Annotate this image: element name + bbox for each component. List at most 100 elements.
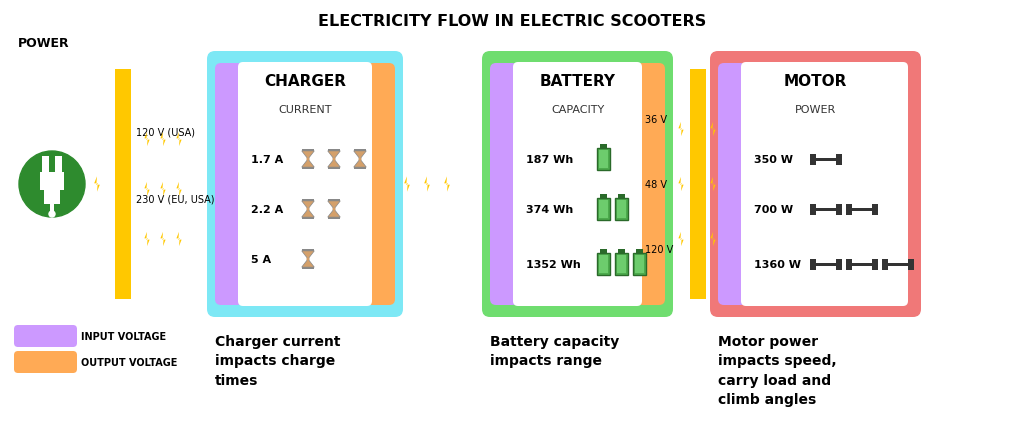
FancyBboxPatch shape [718,64,746,305]
Bar [42,157,49,173]
Bar [836,154,842,165]
Bar [597,198,610,220]
Bar [599,201,608,219]
Circle shape [333,208,335,210]
Bar [872,259,878,270]
Polygon shape [94,177,99,192]
Bar [353,150,367,152]
Circle shape [49,212,55,218]
FancyBboxPatch shape [14,325,77,347]
Polygon shape [302,251,314,259]
Text: 230 V (EU, USA): 230 V (EU, USA) [136,194,214,205]
Bar [600,194,606,198]
FancyBboxPatch shape [513,63,642,306]
Bar [690,70,706,299]
Bar [615,198,628,220]
Polygon shape [328,159,340,168]
Bar [600,249,606,254]
Bar [810,259,816,270]
Bar [617,255,626,273]
Polygon shape [161,232,166,247]
Text: ELECTRICITY FLOW IN ELECTRIC SCOOTERS: ELECTRICITY FLOW IN ELECTRIC SCOOTERS [317,14,707,29]
Text: 5 A: 5 A [251,254,271,265]
FancyBboxPatch shape [215,64,243,305]
FancyBboxPatch shape [207,52,403,317]
Bar [618,194,625,198]
Polygon shape [678,177,684,192]
Polygon shape [176,232,181,247]
Text: 120 V (USA): 120 V (USA) [136,128,195,138]
Text: MOTOR: MOTOR [783,74,847,89]
Text: OUTPUT VOLTAGE: OUTPUT VOLTAGE [81,357,177,367]
FancyBboxPatch shape [710,52,921,317]
Circle shape [359,159,360,161]
Text: 2.2 A: 2.2 A [251,205,284,215]
Polygon shape [694,232,699,247]
FancyBboxPatch shape [637,64,665,305]
Bar [847,259,852,270]
Bar [328,218,340,219]
Bar [635,255,644,273]
Polygon shape [176,133,181,147]
Text: POWER: POWER [795,105,837,115]
Polygon shape [302,152,314,159]
Bar [618,249,625,254]
Polygon shape [328,152,340,159]
Bar [597,148,610,171]
Bar [302,200,314,201]
Text: CURRENT: CURRENT [279,105,332,115]
Text: 48 V: 48 V [645,180,667,190]
Bar [816,263,836,266]
Circle shape [19,152,85,218]
Polygon shape [144,133,150,147]
Bar [302,218,314,219]
Bar [615,254,628,276]
Text: 120 V: 120 V [645,244,673,254]
Polygon shape [711,177,716,192]
Circle shape [307,258,309,260]
Bar [816,158,836,161]
Text: 1352 Wh: 1352 Wh [526,259,581,269]
FancyBboxPatch shape [367,64,395,305]
Text: Charger current
impacts charge
times: Charger current impacts charge times [215,334,341,387]
Polygon shape [678,123,684,137]
Bar [636,249,642,254]
Bar [302,250,314,251]
Bar [810,204,816,215]
Polygon shape [694,123,699,137]
Text: Motor power
impacts speed,
carry load and
climb angles: Motor power impacts speed, carry load an… [718,334,837,406]
FancyBboxPatch shape [14,351,77,373]
Polygon shape [353,159,367,168]
Text: 374 Wh: 374 Wh [526,205,573,215]
Bar [888,263,908,266]
Bar [55,157,62,173]
Text: 1360 W: 1360 W [754,259,801,269]
Polygon shape [711,123,716,137]
Text: 36 V: 36 V [645,115,667,125]
Bar [836,259,842,270]
Polygon shape [328,209,340,218]
Bar [40,173,63,191]
Bar [600,145,606,148]
Polygon shape [161,133,166,147]
Text: 187 Wh: 187 Wh [526,155,573,165]
Bar [302,150,314,152]
Text: 1.7 A: 1.7 A [251,155,284,165]
FancyBboxPatch shape [741,63,908,306]
Bar [328,168,340,169]
FancyBboxPatch shape [490,64,518,305]
Bar [599,255,608,273]
Circle shape [333,159,335,161]
Polygon shape [176,183,181,197]
Text: 350 W: 350 W [754,155,793,165]
Polygon shape [144,232,150,247]
Polygon shape [424,177,430,192]
Bar [883,259,888,270]
Bar [328,150,340,152]
Polygon shape [678,232,684,247]
Text: BATTERY: BATTERY [540,74,615,89]
FancyBboxPatch shape [482,52,673,317]
Bar [599,151,608,169]
Polygon shape [711,232,716,247]
Bar [810,154,816,165]
